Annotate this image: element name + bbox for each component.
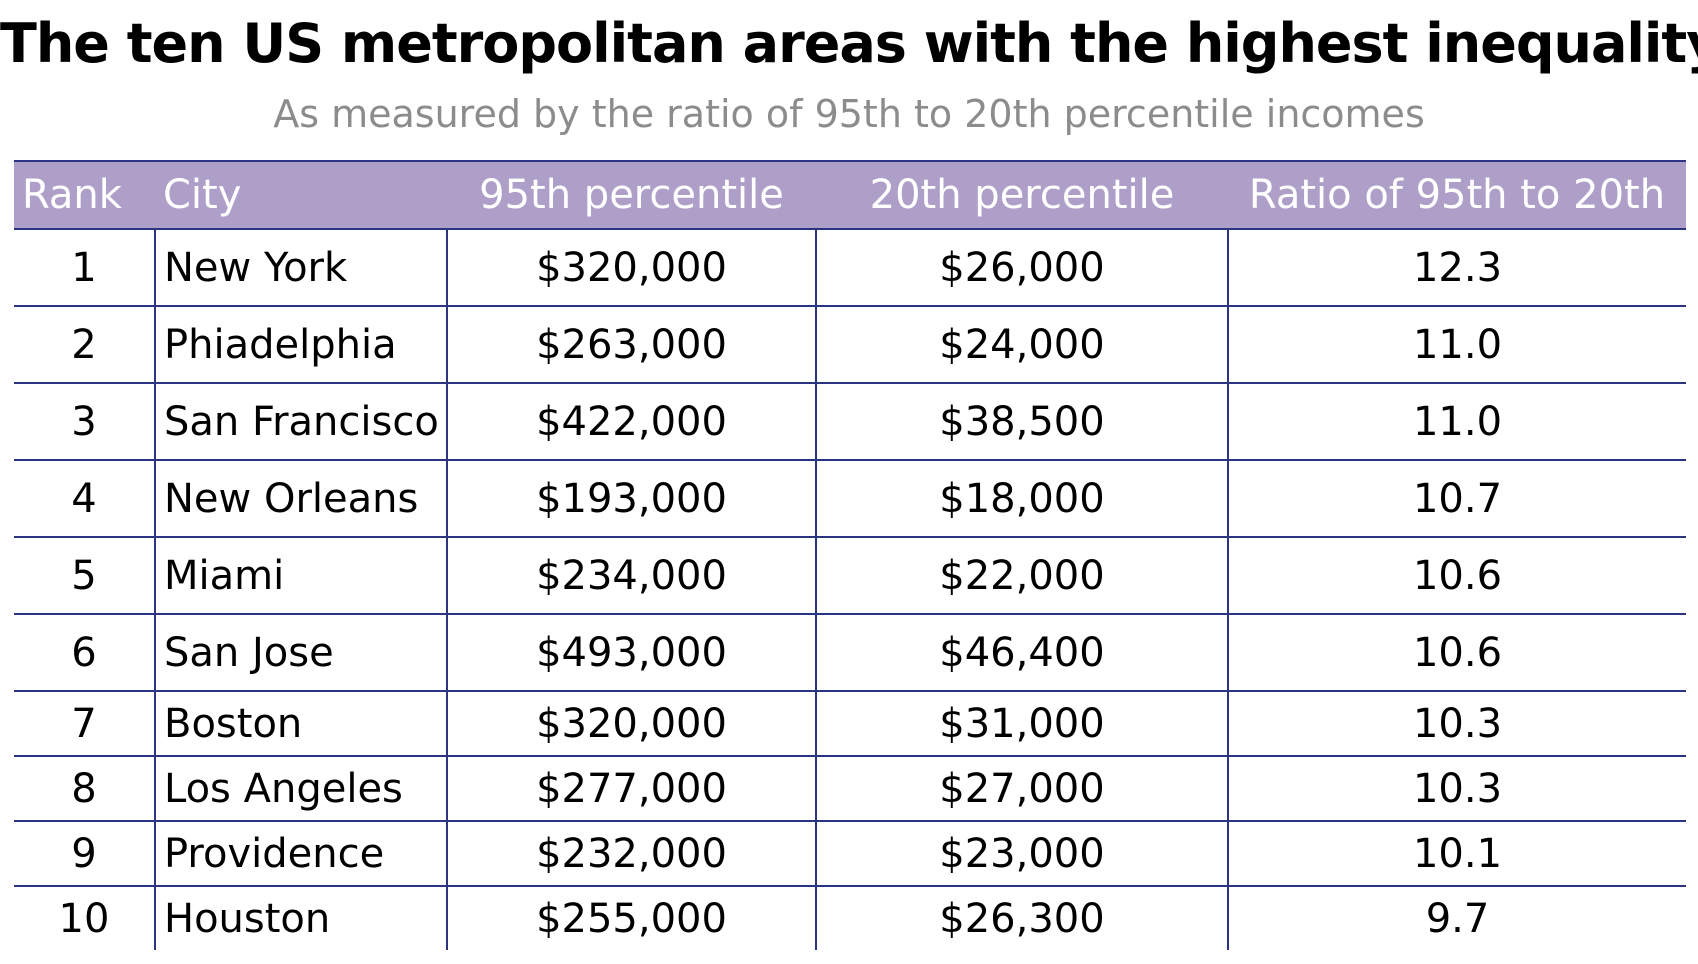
ratio-cell: 10.7	[1227, 460, 1686, 538]
p20-income-cell: $27,000	[815, 756, 1228, 822]
table-row: 5 Miami $234,000 $22,000 10.6	[14, 537, 1686, 615]
ratio-cell: 10.6	[1227, 537, 1686, 615]
p95-income-cell: $277,000	[446, 756, 816, 822]
p95-income-cell: $320,000	[446, 229, 816, 307]
ratio-cell: 10.3	[1227, 756, 1686, 822]
p20-income-cell: $23,000	[815, 821, 1228, 887]
table-row: 2 Phiadelphia $263,000 $24,000 11.0	[14, 306, 1686, 384]
chart-title: The ten US metropolitan areas with the h…	[0, 12, 1698, 75]
city-cell: Providence	[154, 821, 447, 887]
ratio-cell: 10.1	[1227, 821, 1686, 887]
p95-income-cell: $493,000	[446, 614, 816, 692]
p20-income-cell: $22,000	[815, 537, 1228, 615]
rank-cell: 8	[14, 756, 155, 822]
ratio-cell: 11.0	[1227, 383, 1686, 461]
p20-income-cell: $46,400	[815, 614, 1228, 692]
city-cell: New Orleans	[154, 460, 447, 538]
table-row: 1 New York $320,000 $26,000 12.3	[14, 229, 1686, 307]
p20-income-cell: $18,000	[815, 460, 1228, 538]
rank-cell: 10	[58, 895, 110, 942]
p95-income-cell: $232,000	[446, 821, 816, 887]
city-cell: New York	[154, 229, 447, 307]
ratio-cell: 12.3	[1227, 229, 1686, 307]
column-header-95th-percentile: 95th percentile	[447, 160, 816, 230]
city-cell: San Francisco	[154, 383, 447, 461]
column-header-20th-percentile: 20th percentile	[816, 160, 1228, 230]
city-cell: Boston	[154, 691, 447, 757]
p95-income-cell: $255,000	[446, 886, 816, 950]
p20-income-cell: $26,000	[815, 229, 1228, 307]
column-header-rank: Rank	[14, 160, 155, 230]
column-header-city: City	[155, 160, 447, 230]
chart-subtitle: As measured by the ratio of 95th to 20th…	[273, 92, 1425, 136]
p95-income-cell: $422,000	[446, 383, 816, 461]
inequality-table: Rank City 95th percentile 20th percentil…	[14, 160, 1686, 950]
p95-income-cell: $263,000	[446, 306, 816, 384]
city-cell: San Jose	[154, 614, 447, 692]
p20-income-cell: $24,000	[815, 306, 1228, 384]
ratio-cell: 10.6	[1227, 614, 1686, 692]
ratio-cell: 9.7	[1227, 886, 1686, 950]
ratio-cell: 11.0	[1227, 306, 1686, 384]
city-cell: Houston	[154, 886, 447, 950]
p20-income-cell: $26,300	[815, 886, 1228, 950]
p95-income-cell: $234,000	[446, 537, 816, 615]
table-row: 10 Houston $255,000 $26,300 9.7	[14, 886, 1686, 950]
table-body: 1 New York $320,000 $26,000 12.3 2 Phiadelphia…	[14, 229, 1686, 950]
city-cell: Miami	[154, 537, 447, 615]
p95-income-cell: $320,000	[446, 691, 816, 757]
rank-cell: 7	[14, 691, 155, 757]
rank-cell: 1	[14, 229, 155, 307]
table-row: 4 New Orleans $193,000 $18,000 10.7	[14, 460, 1686, 538]
ratio-cell: 10.3	[1227, 691, 1686, 757]
rank-cell: 5	[14, 537, 155, 615]
rank-cell: 9	[14, 821, 155, 887]
table-row: 3 San Francisco $422,000 $38,500 11.0	[14, 383, 1686, 461]
rank-cell: 6	[14, 614, 155, 692]
table-row: 8 Los Angeles $277,000 $27,000 10.3	[14, 756, 1686, 822]
p95-income-cell: $193,000	[446, 460, 816, 538]
city-cell: Los Angeles	[154, 756, 447, 822]
p20-income-cell: $38,500	[815, 383, 1228, 461]
rank-cell: 3	[14, 383, 155, 461]
city-cell: Phiadelphia	[154, 306, 447, 384]
column-header-ratio: Ratio of 95th to 20th	[1228, 160, 1686, 230]
table-header-row: Rank City 95th percentile 20th percentil…	[14, 160, 1686, 230]
rank-cell: 2	[14, 306, 155, 384]
rank-cell: 4	[14, 460, 155, 538]
table-row: 7 Boston $320,000 $31,000 10.3	[14, 691, 1686, 757]
table-row: 6 San Jose $493,000 $46,400 10.6	[14, 614, 1686, 692]
p20-income-cell: $31,000	[815, 691, 1228, 757]
table-row: 9 Providence $232,000 $23,000 10.1	[14, 821, 1686, 887]
